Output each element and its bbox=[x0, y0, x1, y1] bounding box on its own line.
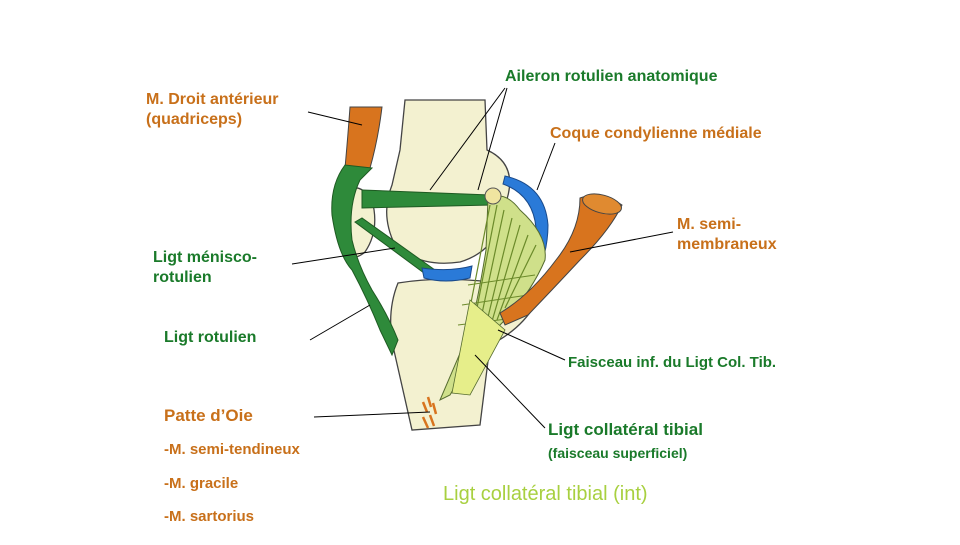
label-collat-line1: Ligt collatéral tibial bbox=[548, 420, 703, 439]
ligament-attachment bbox=[484, 187, 502, 205]
label-semi-tendineux: -M. semi-tendineux bbox=[164, 441, 300, 458]
label-semimemb-line2: membraneux bbox=[677, 236, 777, 253]
label-droit-anterieur: M. Droit antérieur (quadriceps) bbox=[146, 90, 278, 130]
label-gracile: -M. gracile bbox=[164, 475, 239, 492]
patellar-tendon bbox=[331, 164, 399, 357]
leader-rotulien bbox=[309, 304, 371, 341]
semimembranosus-muscle bbox=[499, 194, 623, 326]
leader-aileron bbox=[429, 87, 506, 191]
label-menisco-line1: Ligt ménisco- bbox=[153, 249, 258, 266]
leader-lines bbox=[291, 87, 674, 429]
label-menisco-rotulien: Ligt ménisco- rotulien bbox=[153, 248, 257, 288]
label-droit-line2: (quadriceps) bbox=[146, 111, 243, 128]
label-collat-line2: (faisceau superficiel) bbox=[548, 445, 688, 461]
leader-coque bbox=[536, 142, 556, 191]
semimembranosus-cut-end bbox=[582, 193, 622, 215]
meniscus-blue bbox=[421, 265, 473, 282]
label-menisco-line2: rotulien bbox=[153, 269, 212, 286]
label-droit-line1: M. Droit antérieur bbox=[146, 91, 279, 108]
femur-bone bbox=[386, 99, 511, 264]
leader-collateral bbox=[474, 354, 546, 429]
label-sartorius: -M. sartorius bbox=[164, 508, 255, 525]
inferior-bundle bbox=[451, 299, 506, 396]
leader-menisco bbox=[291, 247, 396, 265]
leader-semimemb bbox=[569, 231, 674, 253]
label-faisceau-inf: Faisceau inf. du Ligt Col. Tib. bbox=[568, 354, 777, 371]
diagram-caption: Ligt collatéral tibial (int) bbox=[443, 483, 648, 505]
leader-aileron-2 bbox=[477, 87, 508, 191]
leader-faisceau-inf bbox=[497, 329, 566, 361]
label-patte-oie: Patte d’Oie bbox=[164, 406, 253, 425]
label-coque: Coque condylienne médiale bbox=[550, 125, 762, 142]
label-ligt-rotulien: Ligt rotulien bbox=[164, 329, 257, 346]
pes-anserinus-marks bbox=[421, 396, 438, 429]
label-aileron: Aileron rotulien anatomique bbox=[505, 68, 718, 85]
label-collateral-tibial: Ligt collatéral tibial (faisceau superfi… bbox=[548, 420, 703, 463]
label-semimemb-line1: M. semi- bbox=[677, 216, 742, 233]
label-semi-membraneux: M. semi- membraneux bbox=[677, 215, 777, 255]
leader-droit bbox=[307, 111, 363, 126]
quadriceps-muscle bbox=[344, 106, 383, 169]
leader-patte bbox=[313, 411, 431, 418]
